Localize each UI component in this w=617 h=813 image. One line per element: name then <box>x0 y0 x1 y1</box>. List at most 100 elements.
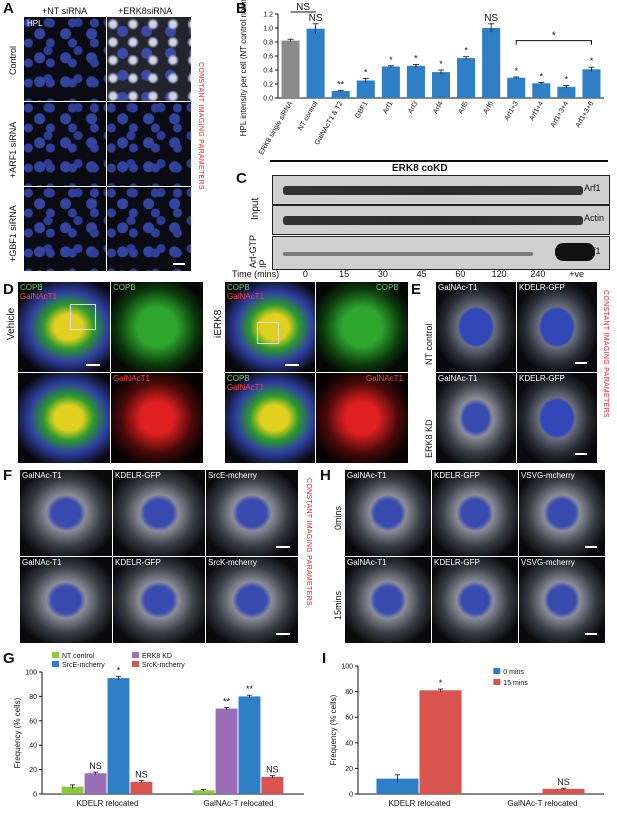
panel-a-row-label-control: Control <box>8 45 18 75</box>
panel-label-i: I <box>322 650 327 667</box>
time-label: 60 <box>455 269 466 279</box>
legend-label: 0 mins <box>503 669 524 676</box>
panel-c-time-label: Time (mins) <box>232 269 280 279</box>
legend-label: ERK8 KD <box>142 653 172 660</box>
y-tick-label: 60 <box>29 718 37 725</box>
panel-f-srce-galnac: GalNAc-T1 <box>20 470 112 556</box>
legend-swatch <box>132 652 139 658</box>
legend-label: 15 mins <box>503 680 528 687</box>
bracket-label: NS <box>296 2 310 13</box>
panel-c-blot-arf-gtp <box>272 236 610 270</box>
significance-label: * <box>439 678 443 688</box>
panel-a-image-gbf1-erk8 <box>107 187 191 271</box>
panel-f-ch1-label: GalNAc-T1 <box>22 471 62 480</box>
significance-label: * <box>464 46 468 56</box>
y-tick-label: 40 <box>29 743 37 750</box>
bar <box>482 28 501 98</box>
category-label: Arf5 <box>457 100 470 115</box>
scale-bar <box>86 364 100 366</box>
bar <box>406 65 425 98</box>
panel-a-image-control-nt: HPL <box>24 17 106 101</box>
y-tick-label: 100 <box>25 670 37 677</box>
significance-label: NS <box>266 765 279 775</box>
significance-label: NS <box>484 13 498 24</box>
panel-c-band-label-arf1-ip: Arf1 <box>584 246 601 256</box>
panel-d-ierk8-galnact1-label: GalNAcT1 <box>366 374 403 383</box>
panel-label-a: A <box>3 0 14 17</box>
panel-d-galnact1-label: GalNAcT1 <box>113 374 150 383</box>
scale-bar <box>276 546 290 548</box>
scale-bar <box>575 453 587 455</box>
bar <box>507 77 526 98</box>
significance-label: * <box>565 74 569 84</box>
panel-a-constant-imaging-note: CONSTANT IMAGING PARAMETERS <box>197 62 204 190</box>
significance-label: * <box>439 59 443 69</box>
y-axis-label: Frequency (% cells) <box>329 694 338 765</box>
panel-c-band-label-arf1: Arf1 <box>584 183 601 193</box>
panel-h-15-kdelr: KDELR-GFP <box>432 557 518 643</box>
scale-bar <box>575 362 587 364</box>
panel-c-band-label-actin: Actin <box>584 213 605 223</box>
significance-label: * <box>590 56 594 66</box>
y-axis-label: HPL intensity per cell (NT control norma… <box>239 0 248 136</box>
panel-h-15-galnac: GalNAc-T1 <box>345 557 431 643</box>
bar <box>457 58 476 98</box>
panel-f-srce-mcherry: SrcE-mcherry <box>206 470 298 556</box>
y-tick-label: 80 <box>29 694 37 701</box>
y-tick-label: 0 <box>349 792 353 799</box>
panel-h-row-15: 15mins <box>333 590 343 620</box>
category-label: Arf1+3+4 <box>550 100 571 129</box>
bracket <box>515 40 592 45</box>
panel-f-srck-galnac: GalNAc-T1 <box>20 557 112 643</box>
panel-d-ierk8-ch1: COPB <box>227 283 250 292</box>
y-tick-label: 0.0 <box>263 96 273 103</box>
panel-e-nt-galnac: GalNAc-T1 <box>436 282 516 372</box>
panel-c-blot-actin <box>272 205 610 235</box>
panel-c-row-label-input: Input <box>250 197 261 220</box>
panel-a-row-label-arf1: +ARF1 siRNA <box>8 121 18 178</box>
scale-bar <box>173 263 185 265</box>
y-tick-label: 1.2 <box>263 12 273 19</box>
y-tick-label: 1.0 <box>263 26 273 33</box>
category-label: GBF1 <box>354 100 369 119</box>
panel-d-ierk8-copb: COPB <box>316 282 408 372</box>
panel-c-row-label-ip: Arf-GTP IP <box>248 235 268 268</box>
panel-a-image-control-erk8 <box>107 17 191 101</box>
significance-label: * <box>364 67 368 77</box>
panel-h-0-galnac: GalNAc-T1 <box>345 470 431 556</box>
bar <box>532 83 551 98</box>
bar <box>306 28 325 99</box>
significance-label: * <box>117 665 121 675</box>
legend-swatch <box>132 661 139 667</box>
significance-label: * <box>514 66 518 76</box>
panel-f-ch3a-label: SrcE-mcherry <box>208 471 257 480</box>
y-tick-label: 20 <box>29 767 37 774</box>
panel-c-blot-arf1-input <box>272 175 610 205</box>
bar <box>376 778 419 794</box>
y-tick-label: 0 <box>33 792 37 799</box>
bar <box>582 69 601 98</box>
y-tick-label: 100 <box>341 664 353 671</box>
scale-bar <box>585 633 597 635</box>
panel-e-erk8-kdelr: KDELR-GFP <box>517 373 597 463</box>
significance-label: ** <box>223 696 231 706</box>
legend-swatch <box>52 652 59 658</box>
bar <box>61 786 84 794</box>
bar <box>431 72 451 98</box>
significance-label: ** <box>337 79 345 89</box>
category-label: Arf1+3+6 <box>575 100 596 129</box>
legend-label: SrcK-mcherry <box>142 662 185 669</box>
panel-e-erk8-ch2: KDELR-GFP <box>519 374 565 383</box>
bar <box>356 80 375 98</box>
panel-label-d: D <box>3 281 14 298</box>
bar <box>261 776 284 794</box>
significance-label: NS <box>309 13 323 24</box>
panel-d-vehicle-merge: COPB GalNAcT1 <box>18 282 110 372</box>
significance-label: NS <box>557 777 570 787</box>
y-tick-label: 0.8 <box>263 40 273 47</box>
significance-label: NS <box>89 761 102 771</box>
panel-d-ierk8-zoom: COPB GalNAcT1 <box>225 373 315 463</box>
category-label: GalNAc-T relocated <box>507 799 577 808</box>
y-tick-label: 40 <box>345 740 353 747</box>
significance-label: NS <box>135 770 148 780</box>
